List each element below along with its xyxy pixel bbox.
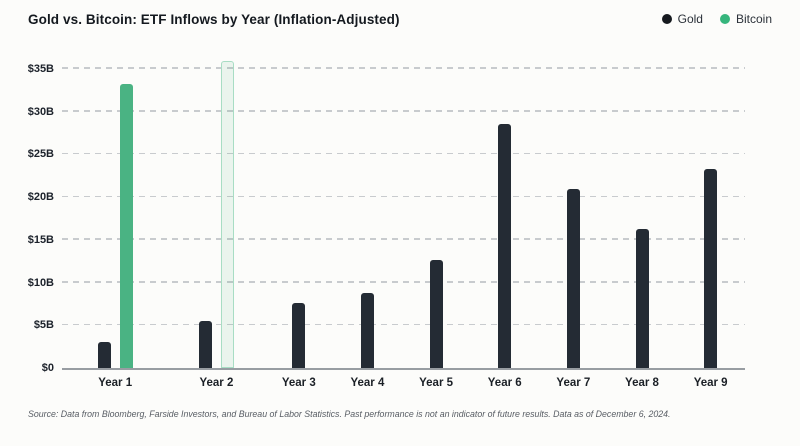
gridline-$30b [62, 110, 745, 112]
bar-group-year-4 [333, 57, 402, 368]
gridline-$25b [62, 152, 745, 155]
x-axis: Year 1 Year 2 Year 3 Year 4 Year 5 Year 6 Year… [62, 377, 745, 389]
y-tick-$25b: $25B [27, 148, 54, 161]
y-tick-$5b: $5B [33, 319, 54, 332]
source-note: Source: Data from Bloomberg, Farside Inv… [28, 409, 671, 419]
y-tick-$15b: $15B [27, 233, 54, 246]
gold-dot-icon [661, 14, 672, 24]
x-tick-year-8: Year 8 [625, 377, 659, 389]
bar-chart: $0 $5B $10B $15B $20B $25B $30B $35B [0, 57, 800, 374]
bar-bitcoin-year-1 [119, 83, 133, 368]
bar-group-year-9 [676, 57, 745, 368]
gridline-$10b [62, 280, 745, 283]
bar-gold-year-2 [198, 321, 212, 368]
bar-group-year-3 [264, 57, 333, 368]
legend-label-gold: Gold [677, 12, 703, 26]
legend: Gold Bitcoin [661, 12, 772, 26]
gridline-$20b [62, 195, 745, 198]
bar-group-year-7 [539, 57, 608, 368]
x-tick-year-7: Year 7 [556, 377, 591, 389]
bar-group-year-6 [470, 57, 539, 368]
bar-group-year-5 [402, 57, 471, 368]
gridline-$5b [62, 323, 745, 326]
gridline-$15b [62, 238, 745, 240]
bar-gold-year-9 [704, 168, 718, 368]
x-tick-year-6: Year 6 [487, 377, 522, 389]
y-tick-$0: $0 [41, 362, 54, 374]
bar-bitcoin-year-2-projected [220, 61, 234, 368]
x-tick-year-9: Year 9 [693, 377, 728, 389]
y-axis: $0 $5B $10B $15B $20B $25B $30B $35B [0, 57, 54, 374]
bar-group-year-1 [62, 57, 168, 368]
bar-gold-year-1 [97, 342, 111, 368]
chart-title: Gold vs. Bitcoin: ETF Inflows by Year (I… [28, 11, 400, 27]
bar-gold-year-8 [635, 228, 649, 368]
bar-gold-year-6 [498, 123, 512, 368]
y-tick-$35b: $35B [27, 62, 54, 75]
legend-item-bitcoin: Bitcoin [719, 12, 772, 26]
x-tick-year-4: Year 4 [350, 377, 385, 389]
chart-header: Gold vs. Bitcoin: ETF Inflows by Year (I… [0, 0, 800, 28]
y-tick-$30b: $30B [27, 105, 54, 118]
y-tick-$10b: $10B [27, 276, 54, 289]
bar-group-year-8 [608, 57, 677, 368]
bar-gold-year-7 [566, 188, 580, 368]
legend-item-gold: Gold [661, 12, 703, 26]
bar-groups [62, 57, 745, 368]
x-tick-year-3: Year 3 [281, 377, 316, 389]
x-tick-year-5: Year 5 [419, 377, 454, 389]
gridline-$35b [62, 67, 745, 69]
plot-area [62, 57, 745, 370]
y-tick-$20b: $20B [27, 191, 54, 204]
x-tick-year-1: Year 1 [98, 377, 133, 389]
legend-label-bitcoin: Bitcoin [735, 12, 772, 26]
bitcoin-dot-icon [719, 14, 730, 24]
bar-group-year-2 [168, 57, 264, 368]
bar-gold-year-5 [429, 260, 443, 368]
x-tick-year-2: Year 2 [199, 377, 234, 389]
bar-gold-year-3 [292, 303, 306, 368]
bar-gold-year-4 [360, 292, 374, 368]
